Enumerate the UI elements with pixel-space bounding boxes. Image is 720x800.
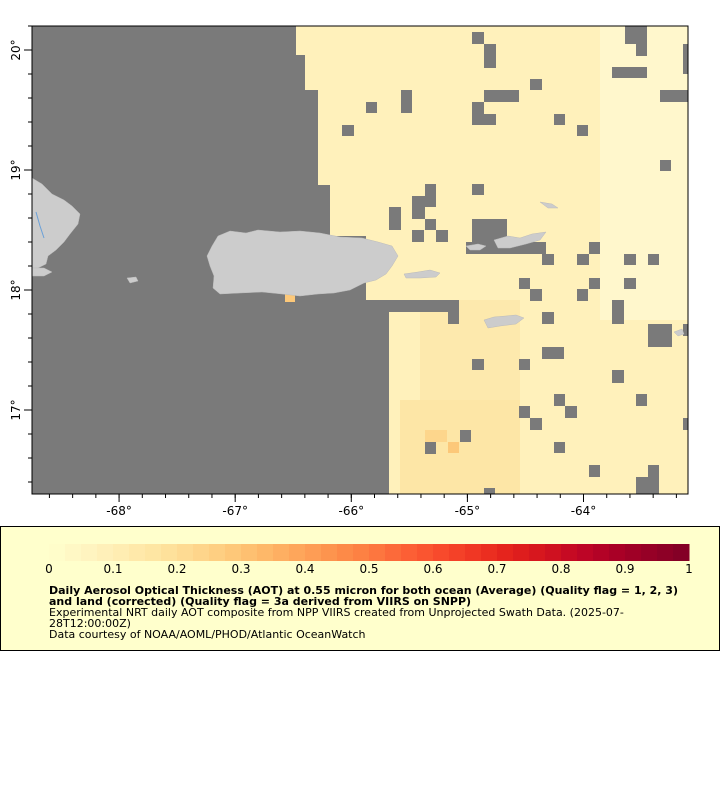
colorbar-cell [369,544,386,561]
colorbar-cell [161,544,178,561]
legend-credit: Data courtesy of NOAA/AOML/PHOD/Atlantic… [49,628,366,641]
colorbar-cell [673,544,690,561]
colorbar-tick-label: 0.4 [295,562,314,576]
map-area [31,25,689,495]
x-tick-label: -64° [571,504,597,518]
river-line [35,211,45,239]
small-island-east [673,328,685,337]
legend-description: Experimental NRT daily AOT composite fro… [49,606,624,630]
colorbar-cell [561,544,578,561]
colorbar-tick-label: 0.9 [615,562,634,576]
colorbar-tick-label: 0.3 [231,562,250,576]
aot-high-cell [285,294,295,302]
colorbar-cell [145,544,162,561]
aot-patch-center [420,300,520,400]
colorbar-cell [241,544,258,561]
colorbar-cell [593,544,610,561]
colorbar-cell [353,544,370,561]
st-croix [483,314,525,329]
legend-title: Daily Aerosol Optical Thickness (AOT) at… [49,584,678,608]
colorbar-cell [577,544,594,561]
aot-ocean-field [296,26,688,494]
colorbar-cell [481,544,498,561]
colorbar-cell [81,544,98,561]
colorbar-cell [641,544,658,561]
colorbar-cell [273,544,290,561]
aot-high-cell [425,430,447,442]
colorbar-cell [545,544,562,561]
colorbar-cell [625,544,642,561]
colorbar-cell [465,544,482,561]
colorbar-cell [193,544,210,561]
hispaniola-east [31,177,81,269]
colorbar-cell [417,544,434,561]
axis-labels: -68° -67° -66° -65° -64° 17° 18° 19° 20° [9,39,596,518]
colorbar-cell [225,544,242,561]
colorbar: 0 0.1 0.2 0.3 0.4 0.5 0.6 0.7 0.8 0.9 1 [45,544,693,576]
colorbar-cell [129,544,146,561]
x-tick-label: -68° [106,504,132,518]
colorbar-cell [113,544,130,561]
colorbar-cell [337,544,354,561]
vieques [403,269,441,279]
colorbar-tick-label: 0.5 [359,562,378,576]
colorbar-cell [257,544,274,561]
colorbar-tick-label: 0.6 [423,562,442,576]
aot-patch-south [400,400,520,494]
aot-high-cell [448,442,459,453]
colorbar-cell [65,544,82,561]
axis-ticks [24,25,677,502]
y-tick-label: 18° [9,279,23,300]
colorbar-cell [177,544,194,561]
mona-island [126,276,139,284]
colorbar-tick-label: 0.8 [551,562,570,576]
colorbar-tick-label: 0 [45,562,53,576]
culebra-islands [465,231,547,251]
y-tick-label: 17° [9,399,23,420]
colorbar-cell [449,544,466,561]
colorbar-cell [513,544,530,561]
puerto-rico [206,229,399,297]
colorbar-cell [97,544,114,561]
no-data-cells [342,26,688,494]
colorbar-cell [497,544,514,561]
colorbar-cell [321,544,338,561]
legend-panel: 0 0.1 0.2 0.3 0.4 0.5 0.6 0.7 0.8 0.9 1 Daily Aero… [0,526,720,651]
colorbar-cell [609,544,626,561]
colorbar-cell [657,544,674,561]
land [31,177,685,337]
x-tick-label: -66° [338,504,364,518]
colorbar-cell [209,544,226,561]
colorbar-cell [529,544,546,561]
colorbar-ticks: 0 0.1 0.2 0.3 0.4 0.5 0.6 0.7 0.8 0.9 1 [45,562,693,576]
x-tick-label: -65° [455,504,481,518]
colorbar-cell [433,544,450,561]
small-island-north [539,201,559,209]
x-tick-label: -67° [222,504,248,518]
map-plot: -68° -67° -66° -65° -64° 17° 18° 19° 20° [9,25,689,518]
map-frame [31,25,689,495]
colorbar-cell [385,544,402,561]
y-tick-label: 19° [9,159,23,180]
colorbar-tick-label: 1 [685,562,693,576]
colorbar-cell [401,544,418,561]
colorbar-cell [49,544,66,561]
colorbar-tick-label: 0.1 [103,562,122,576]
colorbar-cell [289,544,306,561]
colorbar-tick-label: 0.2 [167,562,186,576]
colorbar-cells [49,544,690,561]
y-tick-label: 20° [9,39,23,60]
colorbar-tick-label: 0.7 [487,562,506,576]
colorbar-cell [305,544,322,561]
